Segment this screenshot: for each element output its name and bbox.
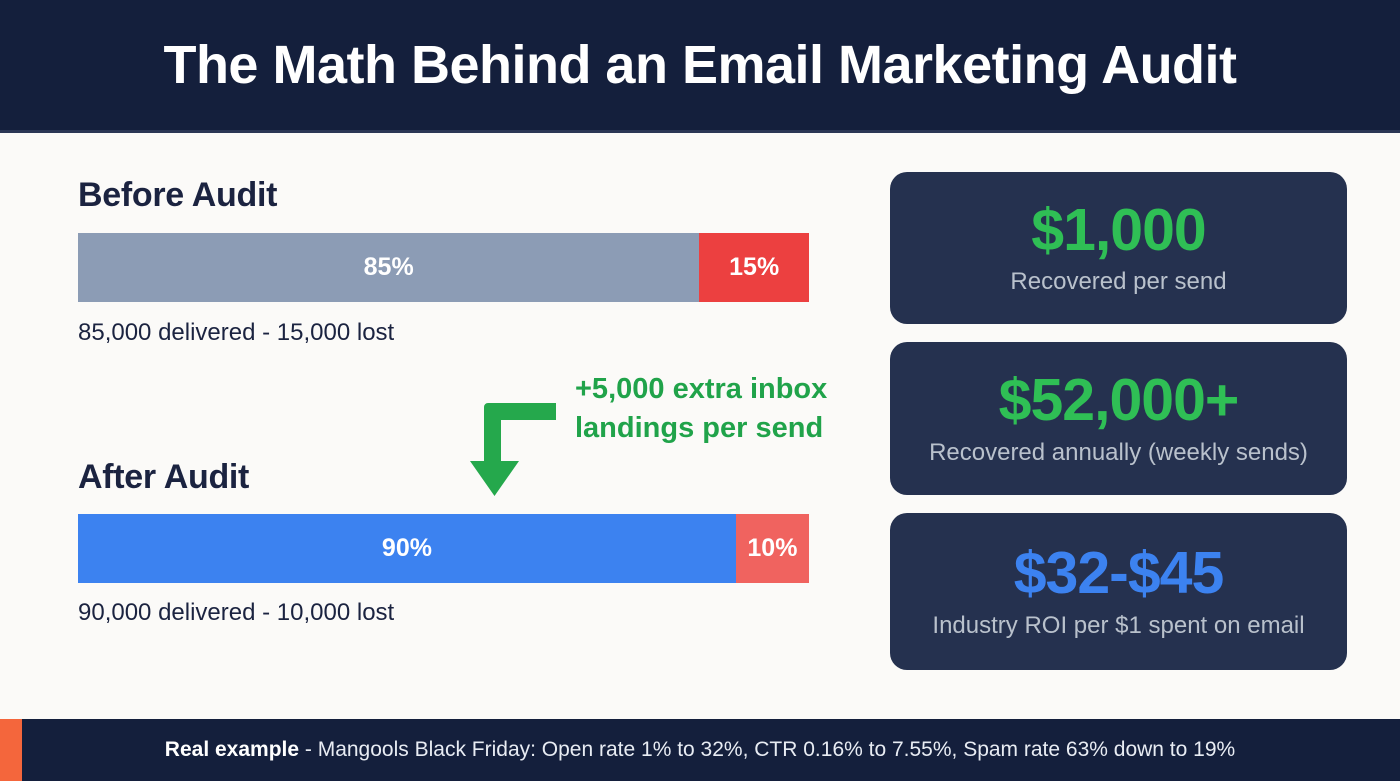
stat-card-label: Recovered per send <box>1010 268 1227 296</box>
annotation-line-2: landings per send <box>575 412 824 444</box>
footer-note-lead: Real example <box>164 738 300 761</box>
stat-card-label: Industry ROI per $1 spent on email <box>932 611 1305 639</box>
before-audit-bar: 85% 15% <box>78 233 809 302</box>
before-delivered-segment: 85% <box>78 233 700 302</box>
stat-card-industry-roi: $32-$45 Industry ROI per $1 spent on ema… <box>890 513 1347 670</box>
after-audit-heading: After Audit <box>78 458 250 496</box>
stat-card-value: $1,000 <box>1031 196 1206 263</box>
before-lost-segment: 15% <box>699 233 809 302</box>
stat-card-recovered-annually: $52,000+ Recovered annually (weekly send… <box>890 342 1347 495</box>
after-delivered-segment: 90% <box>78 514 736 583</box>
before-audit-heading: Before Audit <box>78 176 278 214</box>
stat-card-value: $32-$45 <box>1013 540 1225 607</box>
elbow-down-arrow-icon <box>468 395 568 500</box>
stat-card-recovered-per-send: $1,000 Recovered per send <box>890 172 1347 324</box>
page-header: The Math Behind an Email Marketing Audit <box>0 0 1400 133</box>
before-audit-caption: 85,000 delivered - 15,000 lost <box>78 319 395 346</box>
stat-card-list: $1,000 Recovered per send $52,000+ Recov… <box>890 172 1347 688</box>
footer-note: Real example - Mangools Black Friday: Op… <box>0 719 1400 781</box>
annotation-line-1: +5,000 extra inbox <box>575 373 828 405</box>
bar-chart-area: Before Audit 85% 15% 85,000 delivered - … <box>78 133 838 713</box>
after-lost-segment: 10% <box>735 514 809 583</box>
footer-accent-bar <box>0 719 22 781</box>
after-audit-caption: 90,000 delivered - 10,000 lost <box>78 599 395 626</box>
stat-card-value: $52,000+ <box>998 367 1240 434</box>
stat-card-label: Recovered annually (weekly sends) <box>929 438 1308 466</box>
footer-note-rest: - Mangools Black Friday: Open rate 1% to… <box>299 738 1236 761</box>
page-title: The Math Behind an Email Marketing Audit <box>163 35 1237 95</box>
page-footer: Real example - Mangools Black Friday: Op… <box>0 719 1400 781</box>
annotation-text: +5,000 extra inbox landings per send <box>575 370 905 448</box>
after-audit-bar: 90% 10% <box>78 514 809 583</box>
